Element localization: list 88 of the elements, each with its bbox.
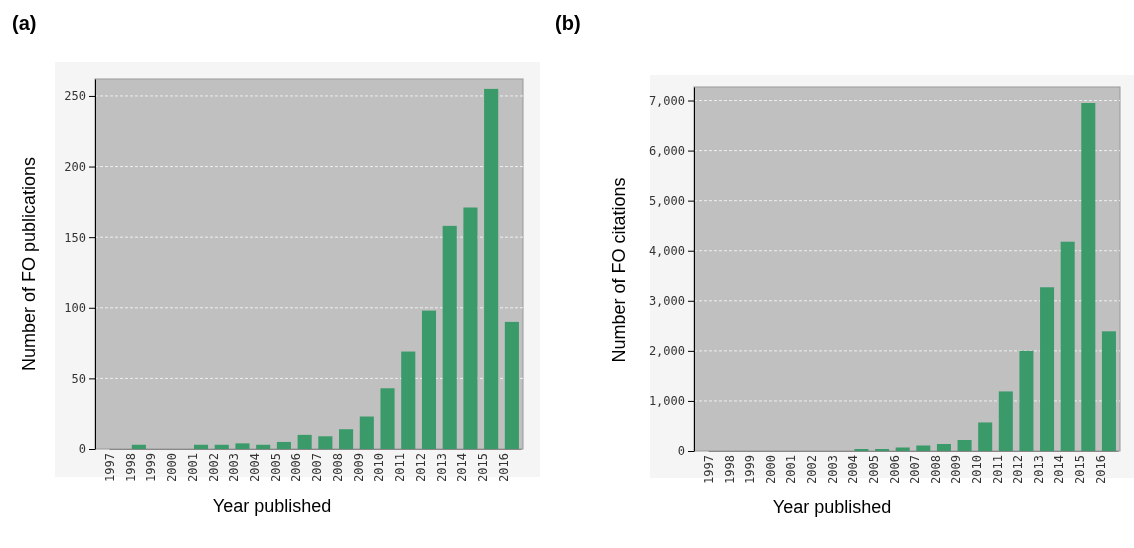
x-tick-label: 2007 xyxy=(908,455,923,484)
x-tick-label: 2015 xyxy=(475,453,490,482)
x-tick-label: 2013 xyxy=(434,453,449,482)
x-tick-label: 2012 xyxy=(1011,455,1026,484)
x-axis-title: Year published xyxy=(212,496,332,516)
bar xyxy=(916,445,931,451)
bar xyxy=(1040,287,1055,451)
x-tick-label: 2003 xyxy=(227,453,242,482)
bar xyxy=(359,416,374,449)
bar xyxy=(978,422,993,451)
y-axis-title: Number of FO citations xyxy=(608,177,629,363)
x-tick-label: 2010 xyxy=(969,455,984,484)
x-tick-label: 1997 xyxy=(701,455,716,484)
bar xyxy=(318,436,333,449)
x-tick-label: 2005 xyxy=(866,455,881,484)
x-tick-label: 1997 xyxy=(102,453,117,482)
bar xyxy=(1081,103,1096,451)
bar xyxy=(936,443,951,451)
bar xyxy=(131,444,146,449)
bar xyxy=(380,388,395,449)
x-tick-label: 2004 xyxy=(846,455,861,484)
x-tick-label: 2006 xyxy=(289,453,304,482)
x-tick-label: 2001 xyxy=(185,453,200,482)
y-tick-label: 100 xyxy=(64,301,86,316)
bar xyxy=(998,391,1013,451)
chart-title: (b) xyxy=(555,12,581,34)
bar xyxy=(276,441,291,449)
y-axis-title: Number of FO publications xyxy=(18,156,39,372)
x-tick-label: 1999 xyxy=(144,453,159,482)
x-tick-label: 2014 xyxy=(455,453,470,482)
bar xyxy=(1019,350,1034,451)
bar xyxy=(463,207,478,449)
y-tick-label: 250 xyxy=(64,89,86,104)
x-tick-label: 2011 xyxy=(990,455,1005,484)
y-tick-label: 6,000 xyxy=(648,143,685,158)
y-tick-label: 4,000 xyxy=(648,244,685,259)
x-tick-label: 2016 xyxy=(496,453,511,482)
x-tick-label: 2006 xyxy=(887,455,902,484)
chart-title: (a) xyxy=(12,12,37,34)
x-tick-label: 2002 xyxy=(804,455,819,484)
bar xyxy=(401,351,416,449)
x-tick-label: 2012 xyxy=(413,453,428,482)
x-tick-label: 2001 xyxy=(784,455,799,484)
bar xyxy=(339,429,354,449)
x-tick-label: 2007 xyxy=(310,453,325,482)
x-tick-label: 1998 xyxy=(722,455,737,484)
bar xyxy=(895,447,910,451)
bar xyxy=(297,434,312,449)
x-tick-label: 2016 xyxy=(1093,455,1108,484)
bar xyxy=(442,225,457,449)
x-tick-label: 2002 xyxy=(206,453,221,482)
y-tick-label: 0 xyxy=(78,442,86,457)
bar xyxy=(193,444,209,449)
x-tick-label: 2004 xyxy=(247,453,262,482)
x-tick-label: 2009 xyxy=(949,455,964,484)
y-tick-label: 0 xyxy=(677,444,685,459)
x-tick-label: 2011 xyxy=(393,453,408,482)
x-axis-title: Year published xyxy=(772,497,892,517)
x-tick-label: 2008 xyxy=(928,455,943,484)
x-tick-label: 2000 xyxy=(165,453,180,482)
bar xyxy=(214,444,229,449)
x-tick-label: 1999 xyxy=(743,455,758,484)
bar xyxy=(957,439,972,451)
x-tick-label: 2005 xyxy=(268,453,283,482)
x-tick-label: 2000 xyxy=(763,455,778,484)
x-tick-label: 2015 xyxy=(1073,455,1088,484)
bar xyxy=(1101,331,1116,451)
bar xyxy=(1060,241,1075,451)
y-tick-label: 1,000 xyxy=(648,394,685,409)
bar xyxy=(256,444,271,449)
bar xyxy=(504,321,519,449)
bar xyxy=(484,88,499,449)
y-tick-label: 150 xyxy=(64,230,86,245)
y-tick-label: 7,000 xyxy=(648,93,685,108)
x-tick-label: 2009 xyxy=(351,453,366,482)
x-tick-label: 2013 xyxy=(1031,455,1046,484)
x-tick-label: 2010 xyxy=(372,453,387,482)
y-tick-label: 2,000 xyxy=(648,344,685,359)
x-tick-label: 2003 xyxy=(825,455,840,484)
y-tick-label: 50 xyxy=(71,371,86,386)
x-tick-label: 2008 xyxy=(330,453,345,482)
y-tick-label: 3,000 xyxy=(648,294,685,309)
bar xyxy=(421,310,437,449)
y-tick-label: 5,000 xyxy=(648,194,685,208)
x-tick-label: 2014 xyxy=(1052,455,1067,484)
bar xyxy=(235,443,250,449)
y-tick-label: 200 xyxy=(64,159,86,174)
x-tick-label: 1998 xyxy=(123,453,138,482)
